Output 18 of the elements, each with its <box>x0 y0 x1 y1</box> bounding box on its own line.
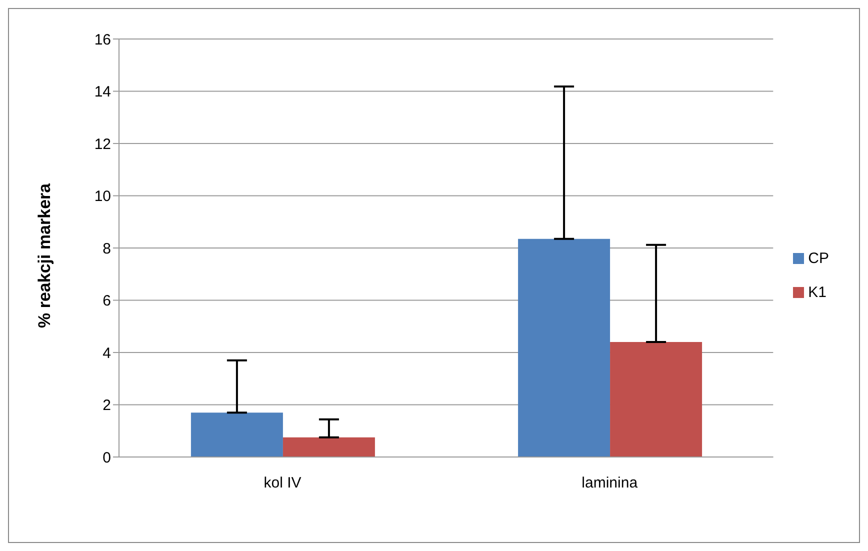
bar <box>282 437 375 457</box>
y-tick-label: 6 <box>102 292 111 310</box>
x-tick-label: kol IV <box>264 474 302 492</box>
y-tick-label: 4 <box>102 344 111 362</box>
legend-label: CP <box>808 250 829 266</box>
y-tick-label: 0 <box>102 449 111 466</box>
bar <box>518 238 610 457</box>
y-tick-label: 2 <box>102 397 111 414</box>
x-tick-label: laminina <box>582 474 638 492</box>
y-tick-label: 14 <box>94 84 111 101</box>
y-axis-title: % reakcji markera <box>35 182 54 328</box>
y-tick-label: 16 <box>94 31 111 48</box>
legend-label: K1 <box>808 284 827 300</box>
bar <box>610 342 702 457</box>
y-tick-label: 8 <box>102 240 111 258</box>
y-tick-label: 10 <box>94 188 111 206</box>
y-tick-label: 12 <box>94 136 111 153</box>
bar <box>190 412 283 457</box>
